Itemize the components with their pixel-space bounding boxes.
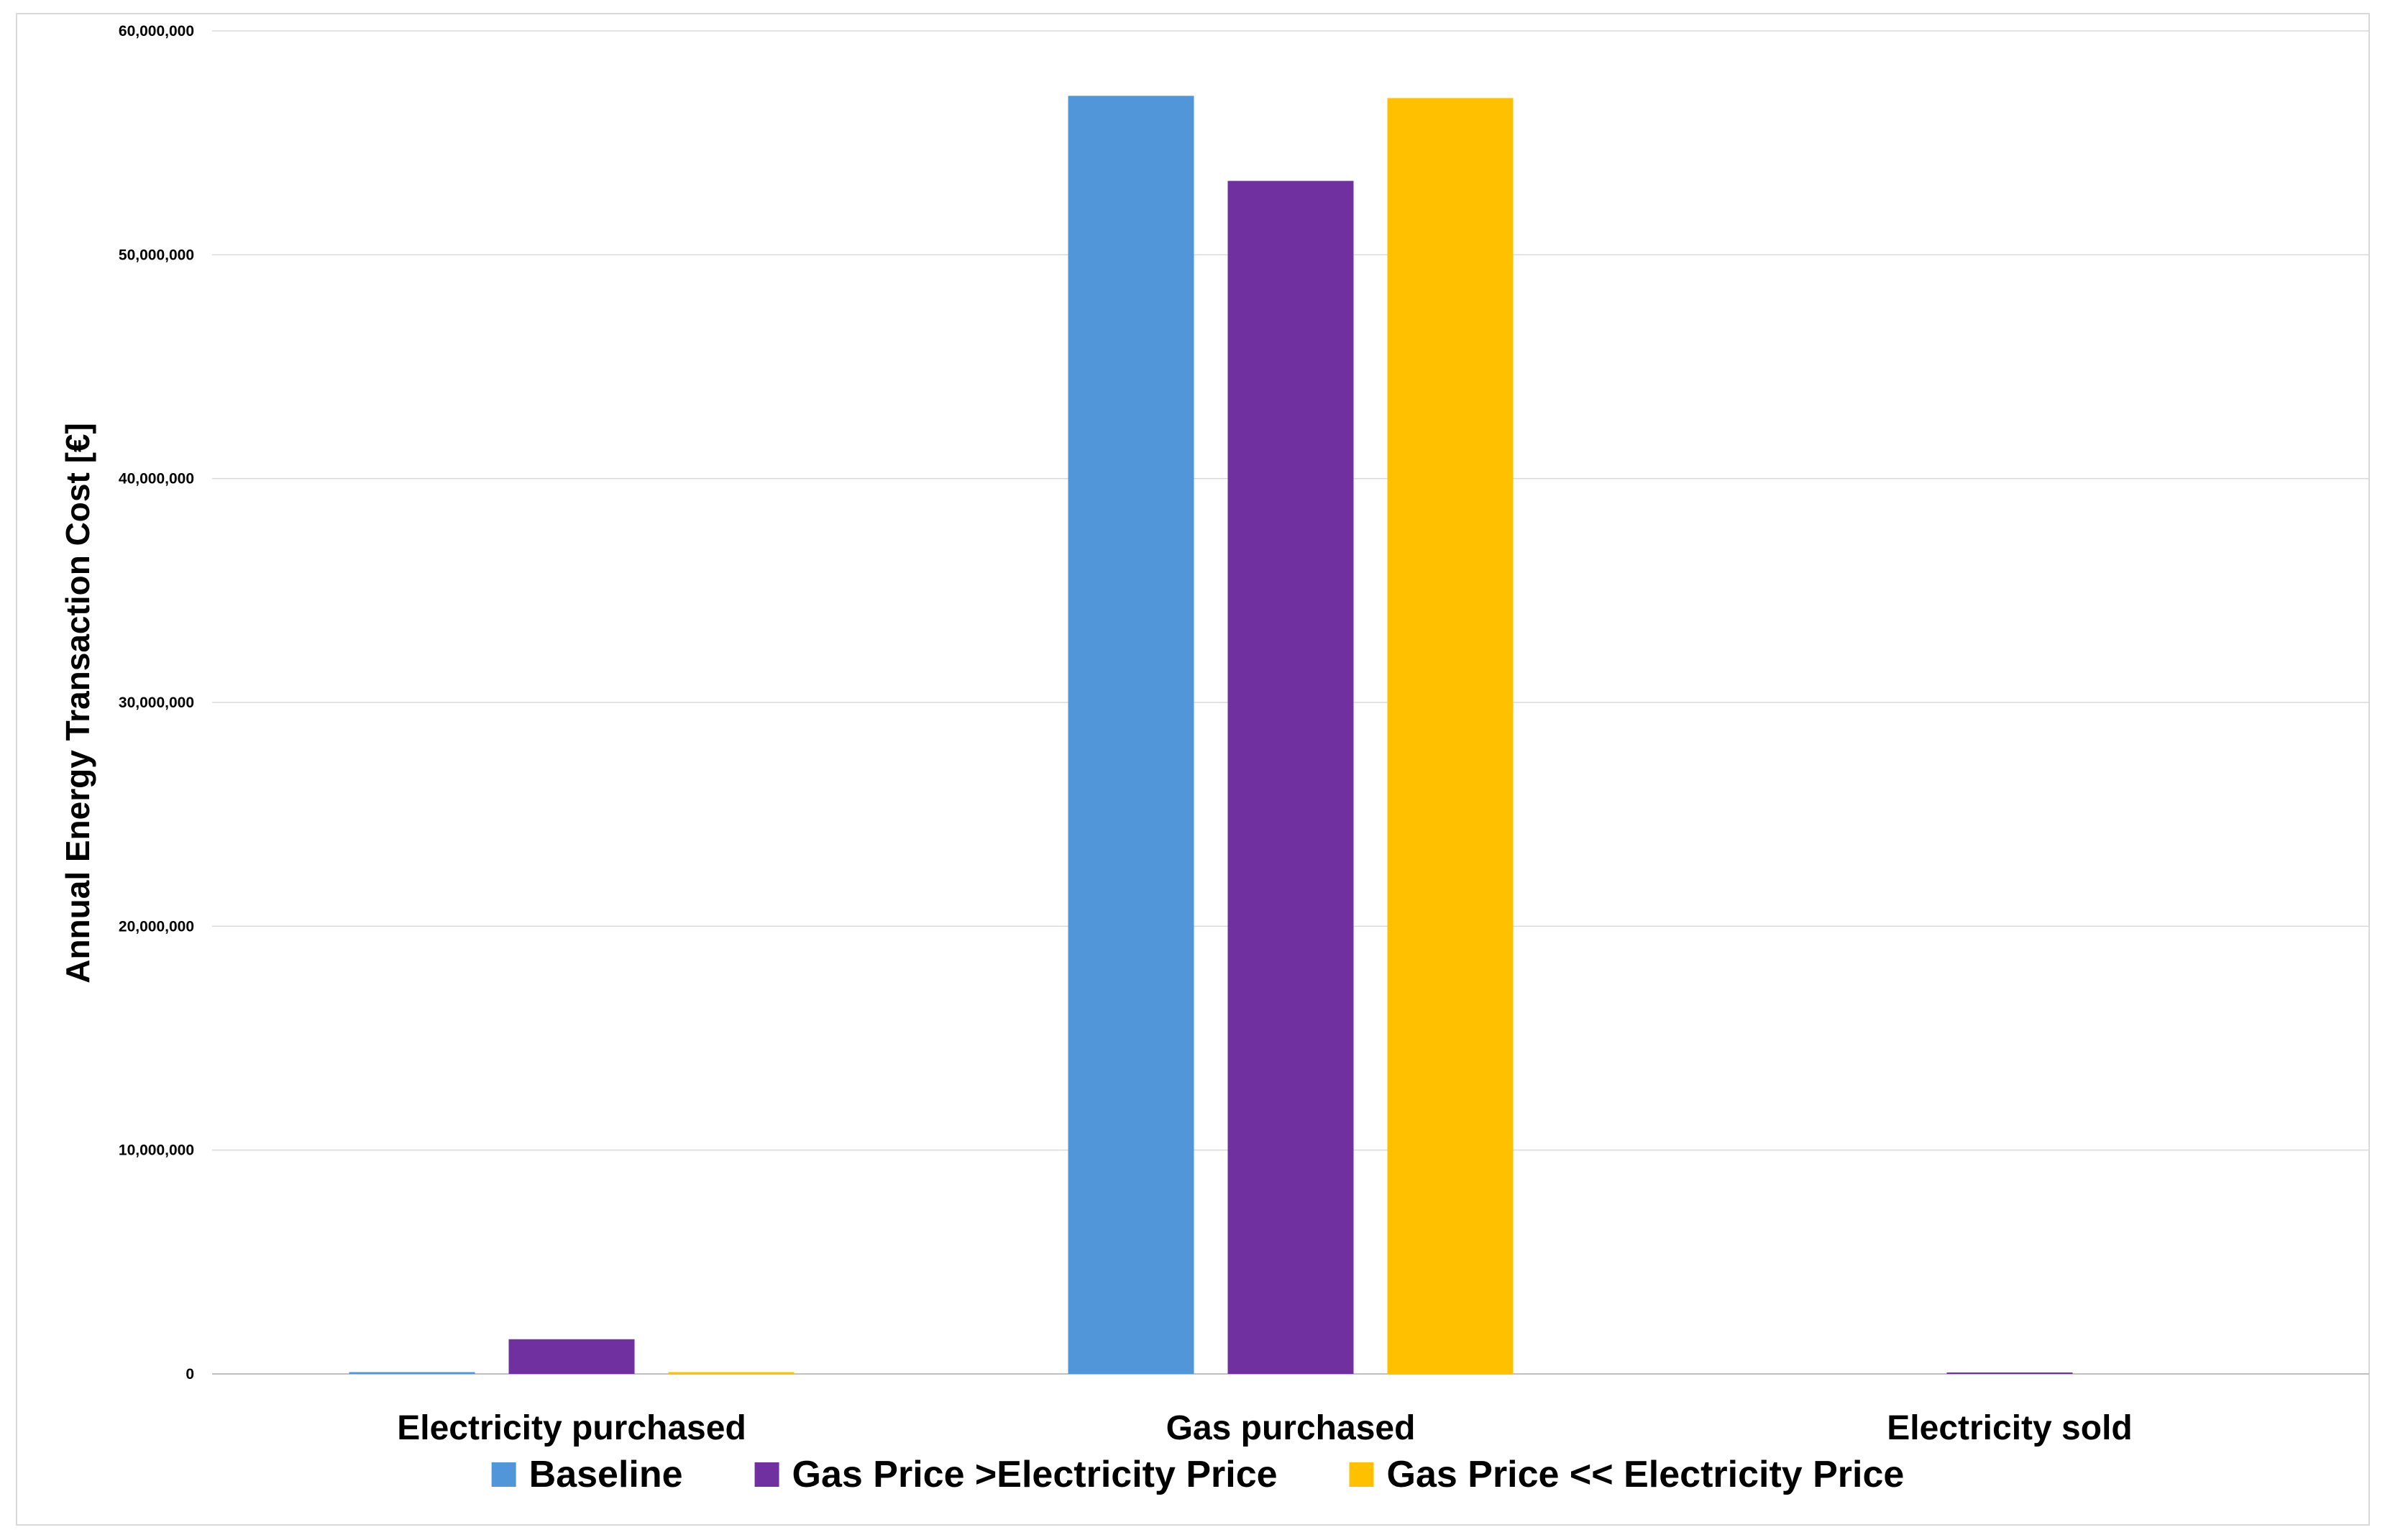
bar-baseline-1: [1068, 96, 1194, 1375]
y-tick-label: 60,000,000: [119, 23, 194, 40]
y-tick-label: 20,000,000: [119, 918, 194, 935]
bar-gas-price-electricity-price-2: [1946, 1372, 2073, 1374]
y-axis-ticks: 0 10,000,000 20,000,000 30,000,000 40,000,00…: [119, 23, 194, 1383]
bar-gas-price-electricity-price-0: [668, 1372, 795, 1374]
legend-label: Gas Price >Electricity Price: [792, 1454, 1278, 1495]
bar-gas-price-electricity-price-0: [508, 1339, 635, 1374]
x-category-label: Gas purchased: [1166, 1409, 1416, 1447]
y-tick-label: 40,000,000: [119, 471, 194, 487]
x-category-label: Electricity purchased: [397, 1409, 746, 1447]
y-tick-label: 30,000,000: [119, 695, 194, 711]
legend-swatch: [491, 1462, 516, 1487]
y-tick-label: 0: [186, 1366, 194, 1383]
legend-swatch: [754, 1462, 779, 1487]
x-axis-categories: Electricity purchased Gas purchased Electr…: [397, 1409, 2133, 1447]
legend-label: Baseline: [529, 1454, 683, 1495]
bar-baseline-0: [349, 1372, 475, 1374]
legend-swatch: [1349, 1462, 1374, 1487]
x-category-label: Electricity sold: [1887, 1409, 2132, 1447]
bar-gas-price-electricity-price-1: [1387, 98, 1514, 1374]
bars: [349, 96, 2073, 1375]
y-tick-label: 50,000,000: [119, 247, 194, 263]
y-tick-label: 10,000,000: [119, 1142, 194, 1159]
legend-label: Gas Price << Electricity Price: [1387, 1454, 1905, 1495]
bar-gas-price-electricity-price-1: [1227, 180, 1354, 1374]
legend: Baseline Gas Price >Electricity Price Gas …: [491, 1454, 1905, 1495]
y-axis-label: Annual Energy Transaction Cost [€]: [59, 423, 96, 984]
